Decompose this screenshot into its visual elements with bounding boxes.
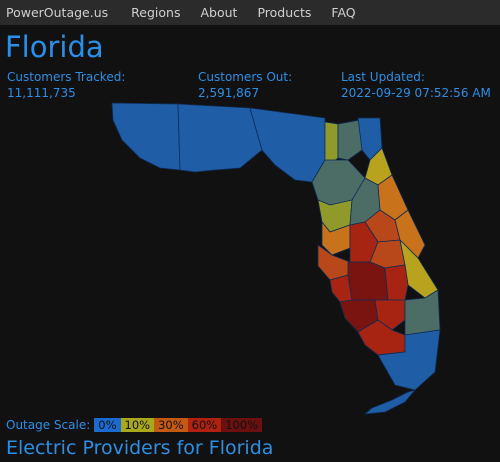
region-broward-miami[interactable] xyxy=(377,329,441,391)
region-panhandle-west[interactable] xyxy=(111,102,181,171)
customers-out-label: Customers Out: xyxy=(198,70,293,84)
region-north-olive[interactable] xyxy=(324,121,339,167)
nav-regions[interactable]: Regions xyxy=(131,5,181,20)
scale-step-100: 100% xyxy=(221,418,263,432)
customers-tracked-stat: Customers Tracked: 11,111,735 xyxy=(7,69,125,101)
last-updated-label: Last Updated: xyxy=(341,70,425,84)
top-navbar: PowerOutage.us Regions About Products FA… xyxy=(0,0,500,25)
region-palm-beach[interactable] xyxy=(404,289,441,336)
scale-step-30: 30% xyxy=(154,418,188,432)
brand-link[interactable]: PowerOutage.us xyxy=(6,5,109,20)
last-updated-stat: Last Updated: 2022-09-29 07:52:56 AM xyxy=(341,69,491,101)
outage-scale-label: Outage Scale: xyxy=(6,418,91,432)
scale-step-10: 10% xyxy=(120,418,155,432)
providers-title: Electric Providers for Florida xyxy=(6,437,274,459)
customers-tracked-label: Customers Tracked: xyxy=(7,70,126,84)
customers-tracked-value: 11,111,735 xyxy=(7,86,76,100)
customers-out-stat: Customers Out: 2,591,867 xyxy=(198,69,292,101)
region-brevard[interactable] xyxy=(394,209,426,259)
customers-out-value: 2,591,867 xyxy=(198,86,260,100)
nav-products[interactable]: Products xyxy=(257,5,312,20)
region-monroe-keys[interactable] xyxy=(363,389,417,415)
nav-faq[interactable]: FAQ xyxy=(331,5,356,20)
outage-scale: Outage Scale: 0% 10% 30% 60% 100% xyxy=(6,418,263,432)
florida-outage-map[interactable] xyxy=(0,100,500,418)
region-big-bend[interactable] xyxy=(249,107,326,183)
region-hardee-highlands[interactable] xyxy=(347,261,389,301)
last-updated-value: 2022-09-29 07:52:56 AM xyxy=(341,86,491,100)
region-okeechobee[interactable] xyxy=(384,264,409,301)
scale-step-60: 60% xyxy=(187,418,222,432)
region-northeast-slate[interactable] xyxy=(337,119,363,161)
nav-about[interactable]: About xyxy=(200,5,238,20)
region-panhandle-central[interactable] xyxy=(177,103,263,173)
page-title: Florida xyxy=(5,30,104,64)
region-hendry-glades[interactable] xyxy=(374,299,406,331)
scale-step-0: 0% xyxy=(94,418,121,432)
